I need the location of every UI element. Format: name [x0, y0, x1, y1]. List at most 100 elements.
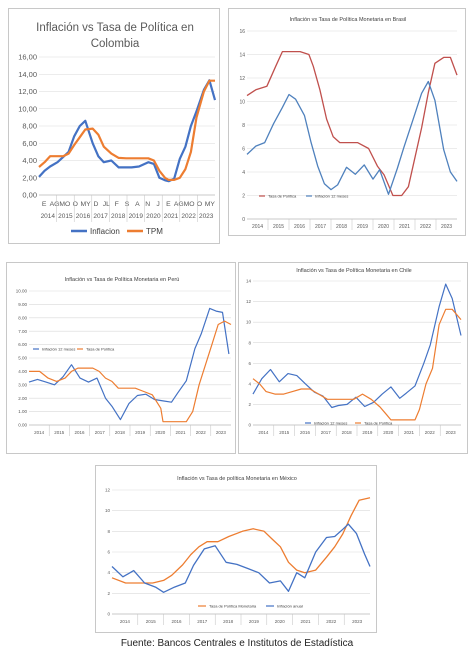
y-tick-label: 10: [246, 320, 252, 325]
series-line-tasa-de-pol-tica: [29, 320, 232, 423]
series-line-inflaci-n-12-meses: [28, 307, 230, 421]
legend-label: Inflación 12 meses: [315, 193, 348, 198]
y-tick-label: 7.00: [18, 329, 27, 334]
x-year-label: 2017: [315, 224, 326, 230]
x-year-label: 2017: [197, 619, 208, 624]
chart-panel-mexico: Inflación vs Tasa de política Monetaria …: [95, 465, 377, 633]
x-month-label: JL: [103, 201, 110, 208]
x-year-label: 2017: [93, 213, 108, 220]
y-tick-label: 10: [105, 508, 111, 513]
y-tick-label: 9.00: [18, 302, 27, 307]
x-year-label: 2014: [34, 430, 45, 435]
y-tick-label: 8: [107, 529, 110, 534]
x-year-label: 2017: [95, 430, 106, 435]
legend-label: Tasa de Política Monetaria: [209, 603, 257, 608]
x-month-label: E: [166, 201, 171, 208]
x-year-label: 2020: [378, 224, 389, 230]
x-month-label: A: [135, 201, 140, 208]
legend-label: Tasa de Política: [268, 193, 297, 198]
y-tick-label: 8,00: [22, 122, 37, 131]
legend-label: Inflación 12 meses: [314, 420, 347, 425]
y-tick-label: 2: [242, 193, 245, 199]
x-month-label: O: [197, 201, 202, 208]
x-year-label: 2020: [275, 619, 286, 624]
x-year-label: 2019: [135, 430, 146, 435]
x-year-label: 2016: [76, 213, 91, 220]
legend-label: Inflación 12 meses: [42, 346, 75, 351]
x-year-label: 2015: [279, 430, 290, 435]
x-year-label: 2014: [252, 224, 263, 230]
chart-colombia: Inflación vs Tasa de Política en Colombia…: [18, 22, 217, 236]
x-month-label: F: [115, 201, 119, 208]
x-year-label: 2016: [171, 619, 182, 624]
legend-label: TPM: [146, 227, 163, 236]
y-tick-label: 10,00: [18, 104, 37, 113]
chart-title: Inflación vs Tasa de política Monetaria …: [177, 476, 297, 482]
y-tick-label: 8: [242, 123, 245, 129]
x-year-label: 2023: [446, 430, 457, 435]
chart-panel-peru: Inflación vs Tasa de Política Monetaria …: [6, 262, 236, 454]
chart-title: Inflación vs Tasa de Política Monetaria …: [296, 268, 411, 274]
x-year-label: 2022: [425, 430, 436, 435]
y-tick-label: 6: [107, 550, 110, 555]
x-month-label: O: [73, 201, 78, 208]
y-tick-label: 1.00: [18, 409, 27, 414]
x-year-label: 2016: [300, 430, 311, 435]
x-year-label: 2023: [441, 224, 452, 230]
x-year-label: 2017: [321, 430, 332, 435]
y-tick-label: 14: [239, 52, 245, 58]
x-month-label: D: [93, 201, 98, 208]
y-tick-label: 4.00: [18, 369, 27, 374]
x-year-label: 2019: [249, 619, 260, 624]
y-tick-label: 14,00: [18, 70, 37, 79]
x-year-label: 2018: [111, 213, 126, 220]
x-year-label: 2018: [336, 224, 347, 230]
x-year-label: 2018: [223, 619, 234, 624]
y-tick-label: 16: [239, 29, 245, 35]
x-year-label: 2022: [196, 430, 207, 435]
chart-peru: Inflación vs Tasa de Política Monetaria …: [16, 277, 232, 436]
y-tick-label: 6.00: [18, 342, 27, 347]
y-tick-label: 4: [248, 381, 251, 386]
x-year-label: 2014: [120, 619, 131, 624]
x-month-label: AG: [50, 201, 60, 208]
x-year-label: 2014: [41, 213, 56, 220]
x-year-label: 2022: [181, 213, 196, 220]
x-year-label: 2021: [175, 430, 186, 435]
chart-brasil: Inflación vs Tasa de Política Monetaria …: [239, 17, 458, 230]
x-year-label: 2022: [420, 224, 431, 230]
legend-label: Inflación anual: [277, 603, 303, 608]
y-tick-label: 4: [242, 170, 245, 176]
y-tick-label: 10: [239, 99, 245, 105]
x-year-label: 2020: [155, 430, 166, 435]
series-line-inflaci-n-12-meses: [246, 80, 458, 195]
x-month-label: MO: [59, 201, 70, 208]
x-month-label: N: [145, 201, 150, 208]
x-year-label: 2022: [326, 619, 337, 624]
series-line-inflacion: [38, 79, 217, 183]
series-line-tasa-de-pol-tica-monetaria: [111, 497, 371, 584]
x-month-label: MO: [184, 201, 195, 208]
y-tick-label: 0,00: [22, 191, 37, 200]
y-tick-label: 10.00: [16, 289, 28, 294]
y-tick-label: 2.00: [18, 396, 27, 401]
x-year-label: 2020: [383, 430, 394, 435]
legend-label: Tasa de Política: [364, 420, 393, 425]
x-year-label: 2018: [115, 430, 126, 435]
y-tick-label: 0.00: [18, 423, 27, 428]
chart-panel-colombia: Inflación vs Tasa de Política en Colombia…: [8, 8, 220, 244]
x-month-label: MY: [80, 201, 91, 208]
series-line-inflaci-n-12-meses: [252, 283, 462, 409]
y-tick-label: 0: [107, 612, 110, 617]
x-month-label: E: [42, 201, 47, 208]
chart-mexico: Inflación vs Tasa de política Monetaria …: [105, 476, 371, 625]
y-tick-label: 6,00: [22, 139, 37, 148]
x-year-label: 2015: [54, 430, 65, 435]
x-year-label: 2023: [352, 619, 363, 624]
y-tick-label: 2,00: [22, 173, 37, 182]
x-year-label: 2016: [294, 224, 305, 230]
x-year-label: 2016: [74, 430, 85, 435]
chart-title: Inflación vs Tasa de Política Monetaria …: [290, 17, 407, 23]
y-tick-label: 12: [239, 76, 245, 82]
series-line-inflaci-n-anual: [111, 523, 371, 593]
